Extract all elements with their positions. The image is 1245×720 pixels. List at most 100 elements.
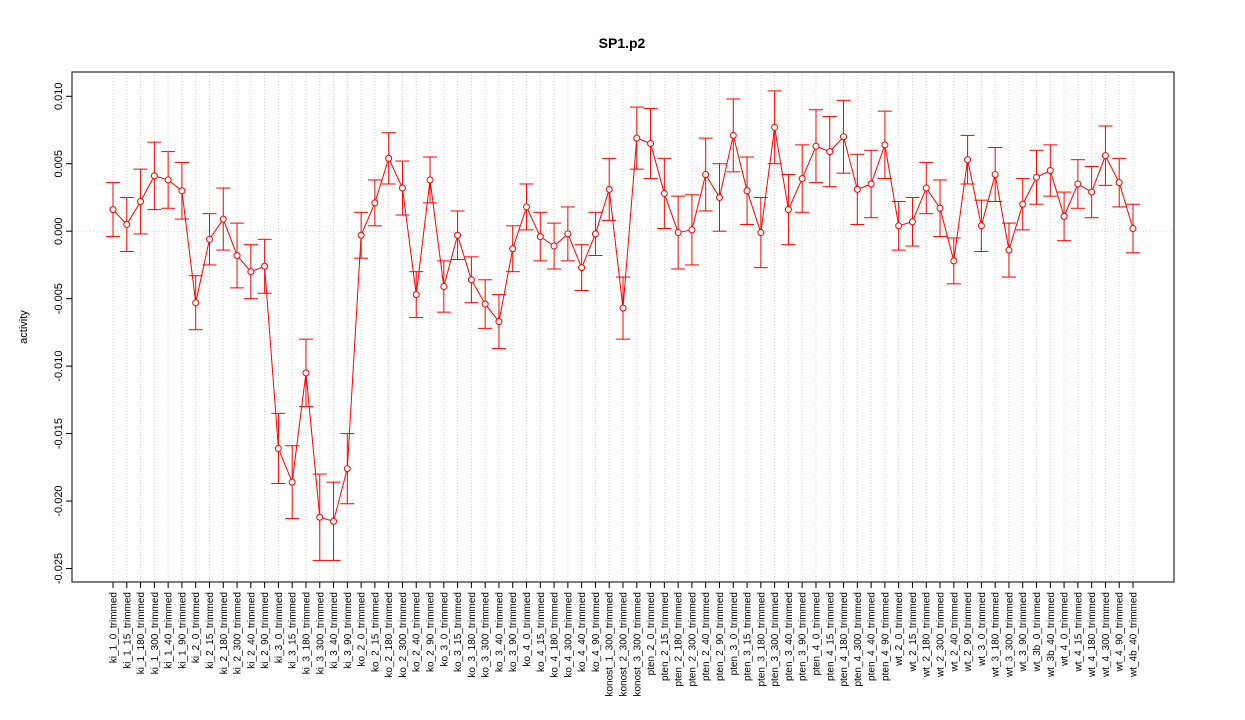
data-point bbox=[205, 235, 213, 243]
data-point bbox=[385, 154, 393, 162]
x-tick-label: ki_1_40_trimmed bbox=[164, 592, 175, 669]
data-point bbox=[1088, 188, 1096, 196]
x-tick-label: wt_4b_40_trimmed bbox=[1129, 592, 1140, 678]
x-tick-label: konost_3_300_trimmed bbox=[632, 592, 643, 697]
data-point bbox=[1046, 166, 1054, 174]
data-point bbox=[647, 140, 655, 148]
x-tick-label: pten_4_15_trimmed bbox=[825, 592, 836, 681]
x-tick-label: pten_3_180_trimmed bbox=[756, 592, 767, 687]
x-tick-label: ki_2_300_trimmed bbox=[233, 592, 244, 674]
x-tick-label: ko_4_0_trimmed bbox=[522, 592, 533, 666]
data-point bbox=[936, 204, 944, 212]
data-point bbox=[123, 220, 131, 228]
data-point bbox=[881, 141, 889, 149]
y-axis: -0.025 -0.020 -0.015 -0.010 -0.005 0.000 0.005… bbox=[53, 83, 73, 584]
data-point bbox=[771, 123, 779, 131]
data-point bbox=[343, 465, 351, 473]
data-point bbox=[605, 185, 613, 193]
x-tick-label: ki_1_15_trimmed bbox=[122, 592, 133, 669]
x-tick-label: wt_2_300_trimmed bbox=[936, 592, 947, 678]
x-tick-label: pten_3_0_trimmed bbox=[729, 592, 740, 675]
data-point bbox=[578, 264, 586, 272]
data-point bbox=[302, 369, 310, 377]
data-point bbox=[784, 206, 792, 214]
data-point bbox=[743, 187, 751, 195]
x-tick-label: wt_2_180_trimmed bbox=[922, 592, 933, 678]
x-tick-label: ko_4_90_trimmed bbox=[591, 592, 602, 672]
x-tick-label: wt_2_40_trimmed bbox=[949, 592, 960, 672]
data-point bbox=[371, 199, 379, 207]
data-point bbox=[1019, 200, 1027, 208]
x-tick-label: wt_4_0_trimmed bbox=[1060, 592, 1071, 667]
x-tick-label: pten_2_40_trimmed bbox=[701, 592, 712, 681]
x-tick-label: ki_3_300_trimmed bbox=[315, 592, 326, 674]
data-point bbox=[261, 262, 269, 270]
x-tick-label: pten_4_90_trimmed bbox=[880, 592, 891, 681]
data-point bbox=[150, 172, 158, 180]
x-tick-label: ko_3_180_trimmed bbox=[467, 592, 478, 678]
x-tick-label: ko_3_15_trimmed bbox=[453, 592, 464, 672]
data-point bbox=[950, 257, 958, 265]
data-point bbox=[1101, 152, 1109, 160]
data-point bbox=[702, 171, 710, 179]
x-tick-label: ko_3_300_trimmed bbox=[481, 592, 492, 678]
y-tick-label: -0.025 bbox=[53, 553, 65, 584]
x-tick-label: wt_4_180_trimmed bbox=[1087, 592, 1098, 678]
data-point bbox=[564, 230, 572, 238]
data-point bbox=[137, 198, 145, 206]
data-point bbox=[316, 513, 324, 521]
x-tick-label: ko_4_40_trimmed bbox=[577, 592, 588, 672]
x-tick-label: ki_2_40_trimmed bbox=[246, 592, 257, 669]
x-tick-label: wt_3_300_trimmed bbox=[1004, 592, 1015, 678]
x-tick-label: pten_4_180_trimmed bbox=[839, 592, 850, 687]
data-point bbox=[977, 222, 985, 230]
data-point bbox=[398, 184, 406, 192]
y-tick-label: 0.005 bbox=[53, 150, 65, 178]
data-point bbox=[192, 299, 200, 307]
data-point bbox=[330, 517, 338, 525]
data-point bbox=[219, 215, 227, 223]
grid bbox=[72, 72, 1174, 582]
data-point bbox=[440, 283, 448, 291]
data-point bbox=[867, 180, 875, 188]
data-point bbox=[523, 203, 531, 211]
x-tick-label: pten_2_90_trimmed bbox=[715, 592, 726, 681]
y-tick-label: -0.020 bbox=[53, 485, 65, 516]
data-point bbox=[164, 176, 172, 184]
data-point bbox=[178, 187, 186, 195]
x-tick-label: ko_2_40_trimmed bbox=[412, 592, 423, 672]
x-tick-label: wt_3b_40_trimmed bbox=[1046, 592, 1057, 678]
x-tick-label: pten_2_0_trimmed bbox=[646, 592, 657, 675]
data-point bbox=[688, 226, 696, 234]
x-tick-label: ki_2_180_trimmed bbox=[219, 592, 230, 674]
data-point bbox=[674, 229, 682, 237]
data-point bbox=[1005, 246, 1013, 254]
x-tick-label: ko_4_180_trimmed bbox=[550, 592, 561, 678]
x-tick-label: wt_3_0_trimmed bbox=[977, 592, 988, 667]
x-tick-label: ko_2_0_trimmed bbox=[357, 592, 368, 666]
data-point bbox=[798, 175, 806, 183]
x-tick-label: ki_1_0_trimmed bbox=[109, 592, 120, 663]
x-tick-label: pten_4_40_trimmed bbox=[867, 592, 878, 681]
data-point bbox=[233, 251, 241, 259]
y-tick-label: -0.005 bbox=[53, 283, 65, 314]
x-tick-label: ko_3_0_trimmed bbox=[439, 592, 450, 666]
x-tick-label: wt_4_300_trimmed bbox=[1101, 592, 1112, 678]
x-tick-label: pten_2_300_trimmed bbox=[687, 592, 698, 687]
x-tick-label: konost_2_300_trimmed bbox=[619, 592, 630, 697]
y-tick-label: -0.010 bbox=[53, 351, 65, 382]
chart-title: SP1.p2 bbox=[599, 35, 646, 51]
x-tick-label: pten_3_40_trimmed bbox=[784, 592, 795, 681]
data-point bbox=[467, 276, 475, 284]
data-point bbox=[826, 148, 834, 156]
data-point bbox=[1115, 179, 1123, 187]
data-point bbox=[426, 176, 434, 184]
x-tick-label: ko_2_300_trimmed bbox=[398, 592, 409, 678]
x-tick-label: ki_3_40_trimmed bbox=[329, 592, 340, 669]
x-tick-label: ki_3_90_trimmed bbox=[343, 592, 354, 669]
data-point bbox=[812, 142, 820, 150]
x-tick-label: ki_3_180_trimmed bbox=[301, 592, 312, 674]
x-tick-label: wt_3_180_trimmed bbox=[991, 592, 1002, 678]
data-point bbox=[715, 193, 723, 201]
y-tick-label: 0.000 bbox=[53, 217, 65, 245]
